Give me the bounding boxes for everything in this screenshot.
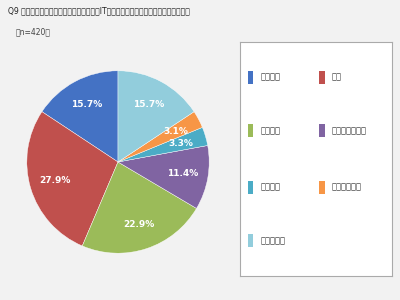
Wedge shape [118,112,202,162]
Text: 22.9%: 22.9% [123,220,154,229]
Text: Q9 あなたは、「働き方改革」の促進に、ITシステムの導入が必要だと思いますか？: Q9 あなたは、「働き方改革」の促進に、ITシステムの導入が必要だと思いますか？ [8,6,190,15]
Text: 少し思う: 少し思う [260,126,280,135]
Bar [248,181,254,194]
Wedge shape [42,71,118,162]
Bar [319,124,325,137]
Text: 3.3%: 3.3% [168,139,194,148]
Bar [319,181,325,194]
Text: 思う: 思う [332,73,342,82]
Bar [319,71,325,83]
Bar [248,71,254,83]
Text: 11.4%: 11.4% [167,169,198,178]
Bar [248,124,254,137]
Text: あまり思わない: あまり思わない [332,126,367,135]
Wedge shape [118,71,194,162]
Wedge shape [118,128,208,162]
Wedge shape [27,112,118,246]
Wedge shape [118,146,209,208]
Text: 15.7%: 15.7% [134,100,165,109]
Text: （n=420）: （n=420） [16,27,51,36]
Text: 全く思わない: 全く思わない [332,183,362,192]
Text: 強く思う: 強く思う [260,73,280,82]
Text: 27.9%: 27.9% [40,176,71,185]
Wedge shape [82,162,196,253]
Text: 15.7%: 15.7% [71,100,102,109]
Bar [248,235,254,247]
Text: 3.1%: 3.1% [164,127,188,136]
Text: 思わない: 思わない [260,183,280,192]
Text: わからない: わからない [260,236,286,245]
